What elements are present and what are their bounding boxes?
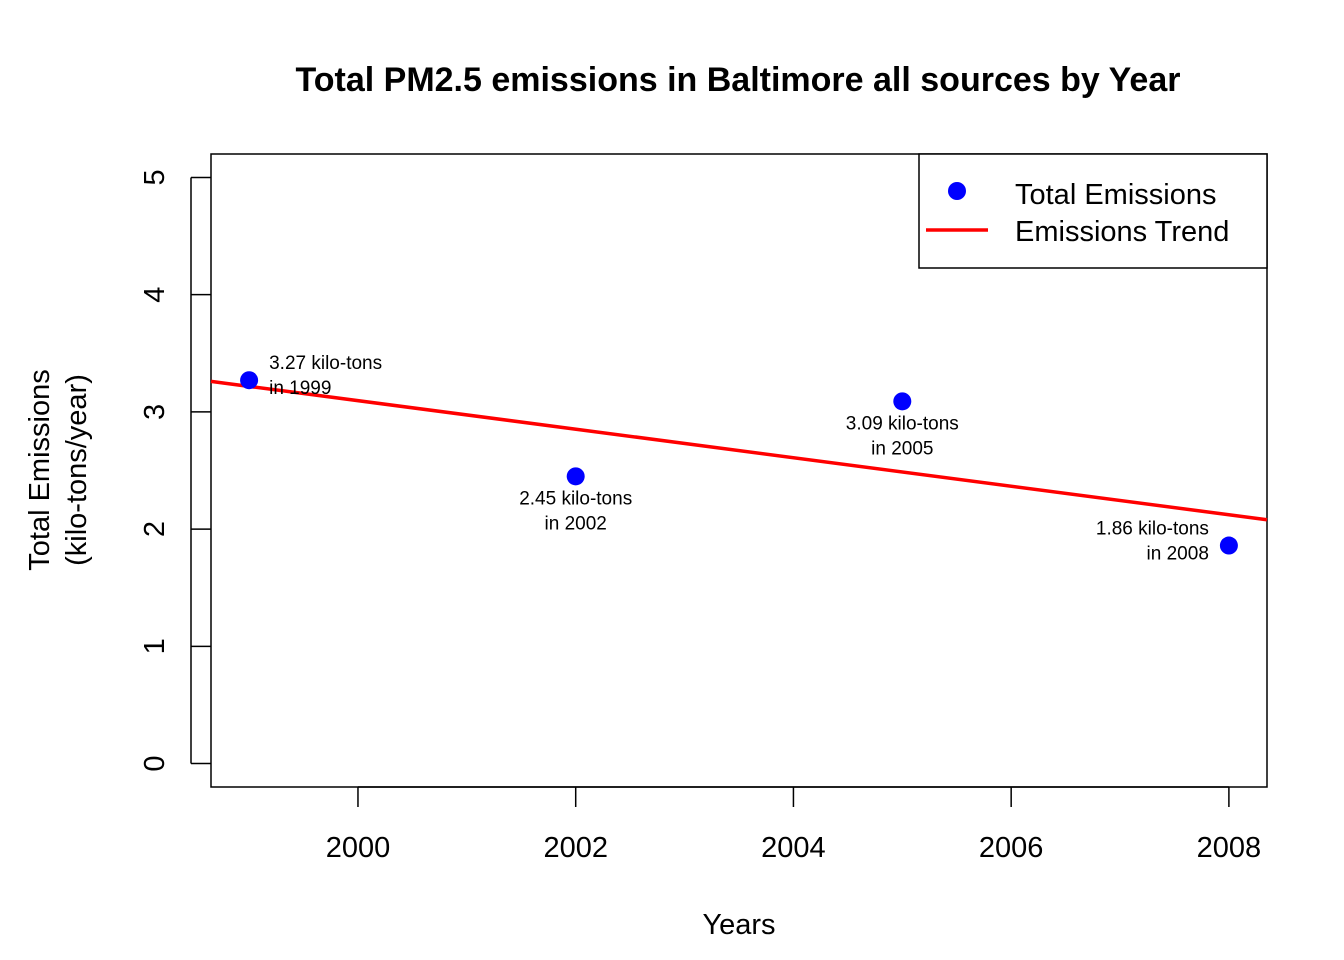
y-axis: 0 1 2 3 4 5 [139,169,211,772]
x-axis-label: Years [702,909,775,941]
trend-layer [210,379,1268,522]
data-point-1999 [240,371,259,390]
x-axis: 2000 2002 2004 2006 2008 [326,786,1262,864]
chart-title: Total PM2.5 emissions in Baltimore all s… [296,61,1181,99]
data-point-2005 [893,392,912,411]
y-axis-label-line-2: (kilo-tons/year) [61,374,93,566]
legend-label-total-emissions: Total Emissions [1015,179,1216,211]
point-label-2008-value: 1.86 kilo-tons [1096,519,1209,540]
trend-line [210,379,1268,522]
data-point-2008 [1219,536,1238,555]
point-label-2005-year: in 2005 [871,438,933,459]
legend-label-emissions-trend: Emissions Trend [1015,216,1229,248]
legend: Total Emissions Emissions Trend [918,153,1268,269]
point-label-1999-year: in 1999 [269,378,331,399]
y-tick-label-1: 1 [139,638,171,654]
point-label-2005-value: 3.09 kilo-tons [846,413,959,434]
legend-point-symbol [948,182,966,200]
point-label-1999-value: 3.27 kilo-tons [269,353,382,374]
point-labels: 3.27 kilo-tons in 1999 2.45 kilo-tons in 20… [269,353,1209,564]
data-point-2002 [566,467,585,486]
x-tick-label-2006: 2006 [979,832,1044,864]
y-tick-label-0: 0 [139,755,171,771]
y-tick-label-5: 5 [139,169,171,185]
points-layer [240,371,1238,555]
x-tick-label-2008: 2008 [1197,832,1262,864]
point-label-2002-value: 2.45 kilo-tons [519,488,632,509]
point-label-2002-year: in 2002 [545,513,607,534]
x-tick-label-2000: 2000 [326,832,391,864]
x-tick-label-2004: 2004 [761,832,826,864]
y-tick-label-4: 4 [139,287,171,303]
x-tick-label-2002: 2002 [543,832,608,864]
point-label-2008-year: in 2008 [1147,544,1209,565]
y-tick-label-2: 2 [139,521,171,537]
y-tick-label-3: 3 [139,404,171,420]
legend-box [918,153,1268,269]
y-axis-label-line-1: Total Emissions [24,369,56,570]
